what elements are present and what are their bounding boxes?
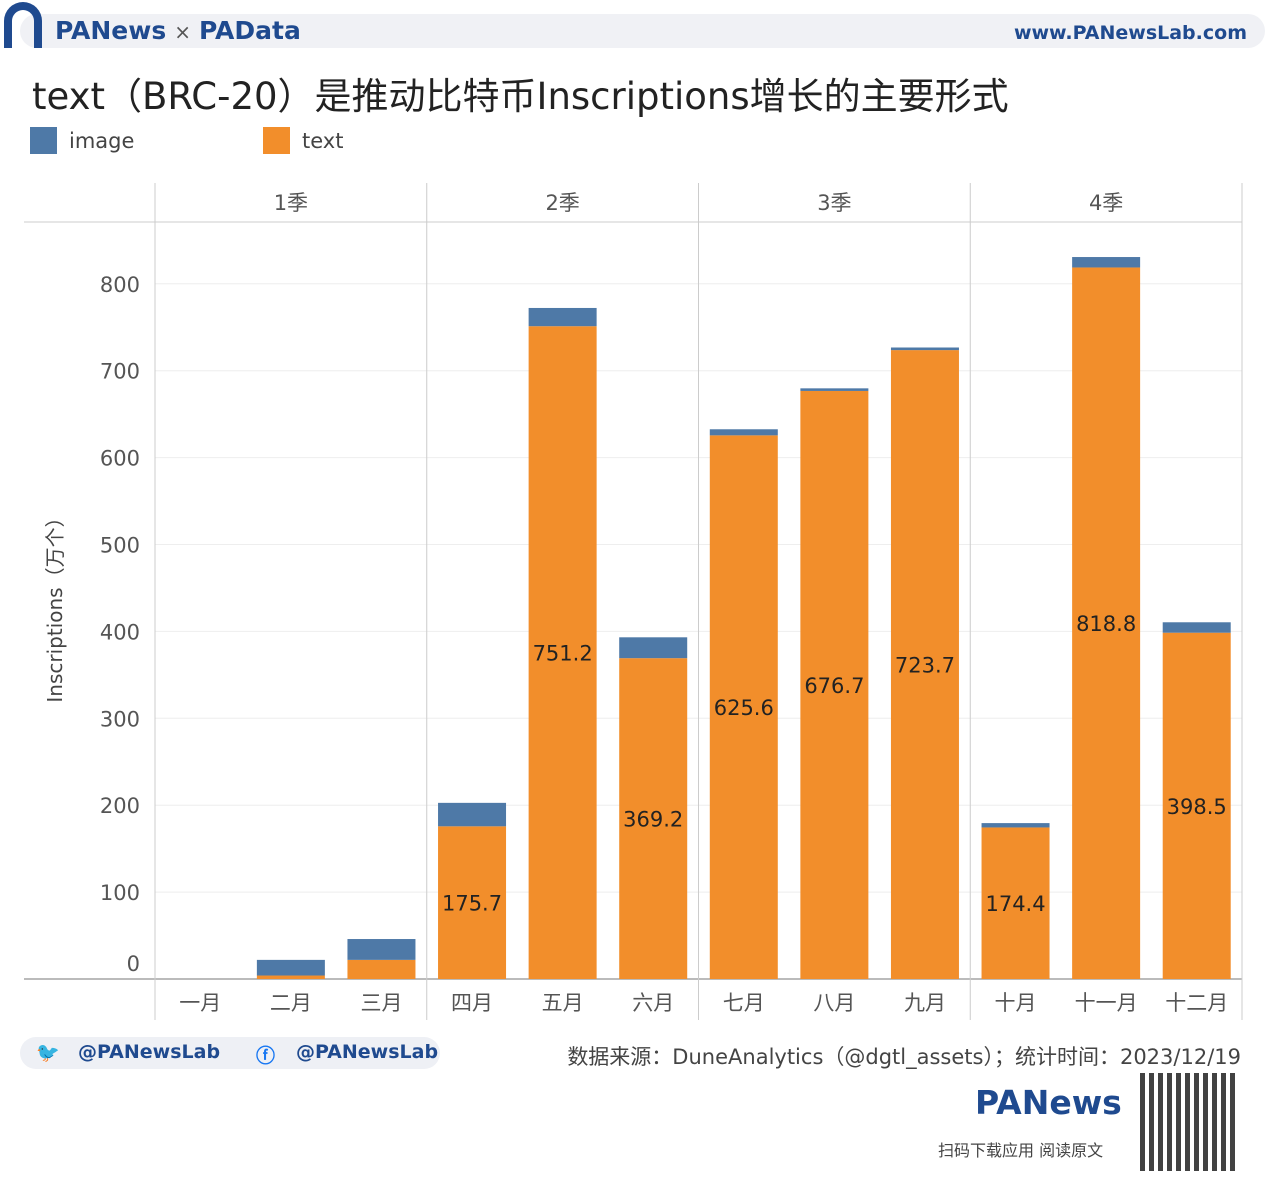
x-tick-label: 五月	[542, 991, 584, 1015]
bar-text	[890, 350, 959, 979]
data-label: 625.6	[714, 696, 774, 720]
x-tick-label: 四月	[451, 991, 493, 1015]
data-label: 723.7	[895, 654, 955, 678]
y-tick-label: 0	[127, 952, 140, 976]
data-label: 175.7	[442, 892, 502, 916]
x-tick-label: 七月	[723, 991, 765, 1015]
data-source: 数据来源：DuneAnalytics（@dgtl_assets）；统计时间：20…	[567, 1045, 1241, 1069]
y-axis-label: Inscriptions（万个）	[43, 507, 67, 702]
facebook-icon: ⓕ	[256, 1045, 276, 1067]
y-tick-label: 700	[100, 360, 140, 384]
bar-image	[1162, 622, 1231, 633]
bar-image	[438, 802, 507, 827]
chart-title: text（BRC-20）是推动比特币Inscriptions增长的主要形式	[32, 75, 1009, 118]
legend-swatch-text	[263, 127, 290, 154]
bar-image	[347, 939, 416, 960]
data-label: 818.8	[1076, 612, 1136, 636]
legend-swatch-image	[30, 127, 57, 154]
data-label: 398.5	[1167, 795, 1227, 819]
x-tick-label: 三月	[360, 991, 402, 1015]
twitter-handle[interactable]: @PANewsLab	[78, 1041, 221, 1063]
group-label: 1季	[274, 191, 308, 215]
y-tick-label: 300	[100, 707, 140, 731]
brand-panews: PANews	[55, 16, 167, 45]
brand: PANews × PAData	[55, 16, 301, 45]
twitter-icon: 🐦	[36, 1042, 60, 1064]
y-tick-label: 800	[100, 273, 140, 297]
data-label: 676.7	[804, 674, 864, 698]
legend-label-image: image	[69, 128, 135, 153]
social-bar: 🐦 @PANewsLab ⓕ @PANewsLab	[20, 1037, 440, 1069]
y-tick-label: 200	[100, 794, 140, 818]
data-label: 751.2	[533, 642, 593, 666]
bar-text	[528, 326, 597, 979]
bar-text	[800, 390, 869, 979]
group-label: 2季	[545, 191, 579, 215]
x-tick-label: 九月	[904, 991, 946, 1015]
y-tick-label: 100	[100, 881, 140, 905]
brand-padata: PAData	[199, 16, 301, 45]
app-logo: PANews	[975, 1083, 1122, 1122]
facebook-handle[interactable]: @PANewsLab	[296, 1041, 439, 1063]
y-tick-label: 400	[100, 620, 140, 644]
x-tick-label: 十二月	[1165, 991, 1228, 1015]
group-label: 3季	[817, 191, 851, 215]
panews-logo-icon	[4, 2, 42, 48]
bar-image	[800, 388, 869, 391]
data-label: 369.2	[623, 808, 683, 832]
x-tick-label: 六月	[632, 991, 674, 1015]
y-tick-label: 600	[100, 447, 140, 471]
x-tick-label: 二月	[270, 991, 312, 1015]
qr-code[interactable]	[1140, 1073, 1238, 1171]
bar-image	[528, 307, 597, 327]
bar-image	[709, 429, 778, 436]
legend-image: image	[30, 127, 134, 154]
x-tick-label: 八月	[813, 991, 855, 1015]
x-tick-label: 一月	[179, 991, 221, 1015]
group-label: 4季	[1089, 191, 1123, 215]
bar-image	[981, 823, 1050, 828]
y-tick-label: 500	[100, 534, 140, 558]
bar-text	[1162, 632, 1231, 979]
bar-text	[981, 827, 1050, 979]
scan-text: 扫码下载应用 阅读原文	[938, 1141, 1104, 1160]
bar-text	[1072, 267, 1141, 980]
brand-cross: ×	[174, 20, 191, 44]
legend-label-text: text	[302, 128, 344, 153]
bar-text	[709, 435, 778, 979]
site-url[interactable]: www.PANewsLab.com	[1013, 22, 1247, 44]
bar-text	[619, 658, 688, 979]
bar-text	[438, 826, 507, 979]
x-tick-label: 十一月	[1075, 991, 1138, 1015]
header-bar	[20, 14, 1265, 48]
bar-image	[1072, 257, 1141, 268]
bar-image	[890, 347, 959, 351]
data-label: 174.4	[985, 892, 1045, 916]
bar-text	[256, 975, 325, 979]
bar-text	[347, 959, 416, 979]
chart-plot: 0 100 200 300 400 500 600 700 800 Inscriptions（万个…	[24, 183, 1243, 1020]
bar-image	[619, 637, 688, 659]
x-tick-label: 十月	[995, 991, 1037, 1015]
legend-text: text	[263, 127, 343, 154]
bar-image	[256, 959, 325, 976]
